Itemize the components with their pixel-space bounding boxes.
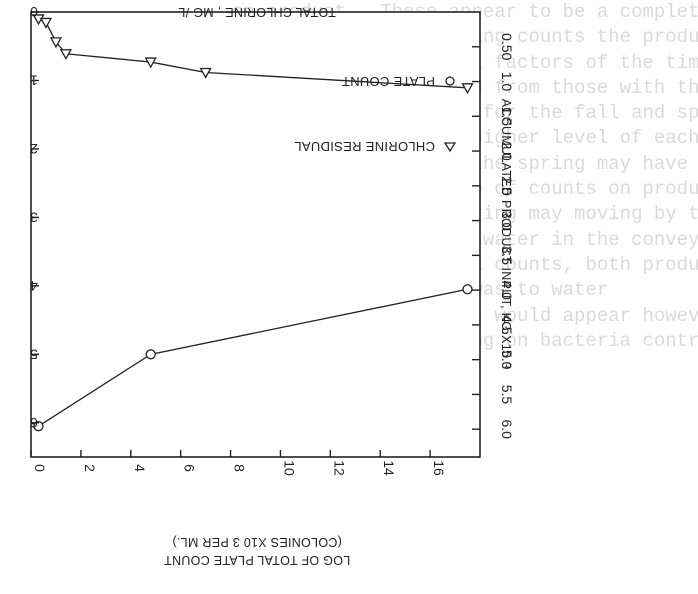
right-axis-tick-label: 0.50 [499,33,515,60]
x-tick-label: 16 [431,460,447,476]
right-axis-tick-label: 4.0 [499,280,515,300]
left-axis-tick-label: 3 [30,209,38,225]
right-axis-tick-label: 1.5 [499,107,515,127]
right-axis-title: TOTAL CHLORINE , MG /L [178,5,336,19]
right-axis-tick-label: 6.0 [499,419,515,439]
chlorine-residual-point [49,37,63,49]
legend-circle-marker [445,76,455,86]
plate-count-point [145,349,156,360]
right-axis-tick-label: 5.0 [499,350,515,370]
legend-item-chlorine-residual: CHLORINE RESIDUAL [294,139,457,154]
right-axis-tick-label: 5.5 [499,385,515,405]
x-tick-label: 6 [182,464,198,472]
x-tick-label: 2 [82,464,98,472]
chlorine-residual-point [199,67,212,79]
legend: PLATE COUNT CHLORINE RESIDUAL [294,74,457,154]
legend-label-chlorine-residual: CHLORINE RESIDUAL [294,139,435,154]
left-axis-tick-label: 1 [30,72,38,88]
legend-triangle-marker [443,142,457,153]
right-axis-tick-label: 3.0 [499,211,515,231]
plate-count-point [33,421,44,432]
left-axis-subtitle: (COLONIES X10 3 PER ML.) [172,535,342,549]
x-tick-label: 0 [32,464,48,472]
left-axis-tick-label: 0 [30,4,38,20]
right-axis-tick-label: 2.0 [499,141,515,161]
left-axis-tick-label: 2 [30,141,38,157]
chlorine-residual-point [144,57,157,69]
right-axis-tick-label: 1.0 [499,72,515,92]
left-axis-title: LOG OF TOTAL PLATE COUNT [164,553,350,567]
x-tick-label: 4 [132,464,148,472]
legend-item-plate-count: PLATE COUNT [342,74,455,89]
x-axis-ticks: 0 2 4 6 8 10 12 14 16 [30,450,447,476]
chlorine-residual-point [461,83,474,95]
x-tick-label: 14 [381,460,397,476]
right-axis-ticks: 6.0 5.5 5.0 4.5 4.0 3.5 3.0 2.5 2.0 1.5 1.0 0.50 [472,33,515,439]
x-axis-title: ACCUMULATED PRODUCT INPUT, KG.X10 3 [499,99,513,370]
right-axis-tick-label: 3.5 [499,246,515,266]
right-axis-tick-label: 4.5 [499,315,515,335]
left-axis-ticks: 6 5 4 3 2 1 0 [30,4,39,431]
right-axis-tick-label: 2.5 [499,176,515,196]
x-tick-label: 12 [331,460,347,476]
x-tick-label: 10 [281,460,297,476]
legend-label-plate-count: PLATE COUNT [342,74,435,89]
left-axis-tick-label: 4 [30,278,38,294]
plate-count-point [462,284,473,295]
chlorine-residual-point [39,17,53,29]
left-axis-tick-label: 6 [30,415,38,431]
chlorine-residual-point [59,49,73,61]
plot-frame [30,11,481,458]
left-axis-tick-label: 5 [30,346,38,362]
x-tick-label: 8 [232,464,248,472]
series-group [32,14,474,432]
